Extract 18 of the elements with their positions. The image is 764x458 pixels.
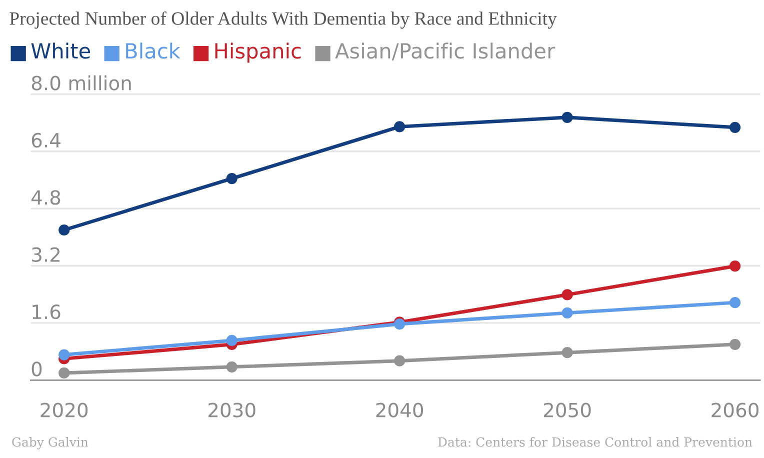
chart-title: Projected Number of Older Adults With Dementia by Race and Ethnicity xyxy=(10,11,557,29)
legend-label: Black xyxy=(126,42,180,59)
legend-label: Hispanic xyxy=(215,42,301,63)
x-tick-label: 2030 xyxy=(208,402,256,418)
x-tick-label: 2040 xyxy=(376,402,424,418)
text: Data: Centers for Disease Control and Prevention xyxy=(438,437,752,447)
y-tick-label: 3.2 xyxy=(32,247,60,262)
x-tick-label: 2060 xyxy=(712,402,758,418)
x-tick-label: 2050 xyxy=(544,402,591,418)
y-tick-label: 8.0 million xyxy=(32,75,131,90)
legend-label: White xyxy=(31,42,90,59)
x-tick-label: 2020 xyxy=(40,402,88,418)
text: Gaby Galvin xyxy=(12,437,88,450)
y-tick-label: 1.6 xyxy=(32,304,60,320)
y-tick-label: 6.4 xyxy=(32,132,60,148)
legend-label: Asian/Pacific Islander xyxy=(335,42,556,60)
y-tick-label: 0 xyxy=(32,362,42,376)
y-tick-label: 4.8 xyxy=(32,190,60,205)
